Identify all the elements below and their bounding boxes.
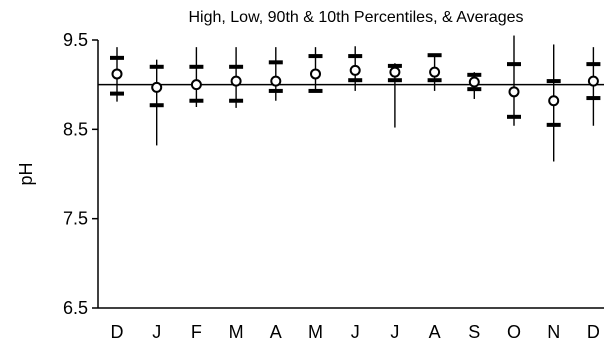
- y-axis-title: pH: [16, 162, 36, 185]
- chart-subtitle: High, Low, 90th & 10th Percentiles, & Av…: [188, 9, 523, 26]
- y-tick-label: 6.5: [63, 298, 88, 318]
- x-tick-label: O: [507, 322, 521, 342]
- average-marker: [111, 68, 123, 80]
- x-tick-label: N: [547, 322, 560, 342]
- average-marker: [429, 66, 441, 78]
- average-marker: [548, 95, 560, 107]
- labels-layer: 9.5 8.5 7.5 6.5 pH D J F M A M J J A S O N D: [16, 30, 600, 342]
- average-marker: [270, 75, 282, 87]
- x-tick-label: M: [308, 322, 323, 342]
- x-tick-label: J: [152, 322, 161, 342]
- average-marker: [468, 76, 480, 88]
- x-tick-label: F: [191, 322, 202, 342]
- x-tick-label: A: [270, 322, 282, 342]
- x-tick-label: J: [351, 322, 360, 342]
- x-tick-label: A: [429, 322, 441, 342]
- y-tick-label: 9.5: [63, 30, 88, 50]
- x-tick-label: S: [468, 322, 480, 342]
- average-marker: [310, 68, 321, 80]
- x-tick-label: J: [390, 322, 399, 342]
- average-marker: [190, 79, 202, 91]
- y-tick-label: 8.5: [63, 119, 88, 139]
- axes-layer: [92, 39, 604, 309]
- average-marker: [389, 66, 401, 78]
- x-tick-label: M: [229, 322, 244, 342]
- average-marker: [151, 81, 163, 93]
- average-marker: [508, 86, 520, 98]
- average-marker: [349, 64, 361, 76]
- marks-layer: [110, 35, 601, 162]
- average-marker: [230, 75, 242, 87]
- x-tick-label: D: [587, 322, 600, 342]
- average-marker: [587, 75, 599, 87]
- y-tick-label: 7.5: [63, 209, 88, 229]
- x-tick-label: D: [111, 322, 124, 342]
